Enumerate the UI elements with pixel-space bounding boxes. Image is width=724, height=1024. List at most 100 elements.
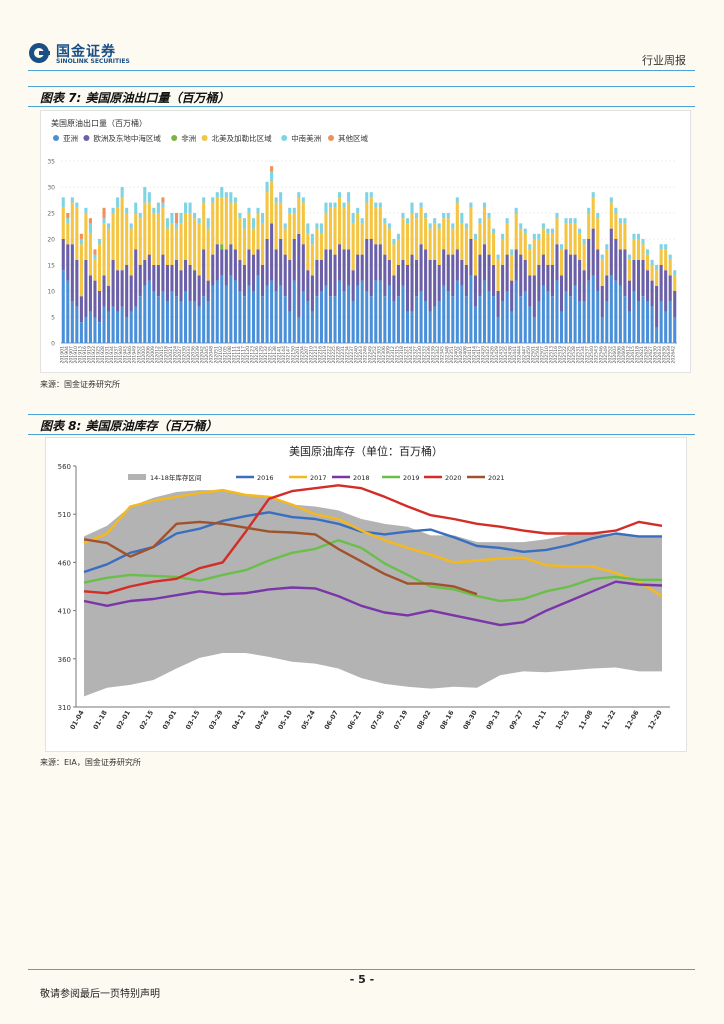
bar-segment [224,249,228,286]
x-tick-label: 202147 [286,346,292,364]
bar-segment [193,270,197,302]
x-tick-label: 202633 [657,346,663,364]
bar-segment [338,244,342,281]
bar-segment [292,213,296,239]
bar-segment [378,202,382,208]
legend-label-4: 中南美洲 [291,133,321,143]
bar-segment [505,291,509,343]
bar-segment [165,265,169,302]
bar-segment [93,254,97,260]
bar-segment [537,265,541,302]
x-tick-label: 202531 [576,346,582,364]
bar-segment [505,218,509,224]
bar-segment [492,233,496,265]
x-tick-label: 202609 [621,346,627,364]
bar-segment [206,301,210,343]
bar-segment [378,207,382,245]
x-tick-label: 202336 [426,346,432,364]
bar-segment [224,192,228,198]
bar-segment [401,218,405,260]
bar-segment [365,202,369,239]
bar-segment [107,311,111,343]
bar-segment [134,202,138,213]
series-line-2020 [83,484,663,595]
legend-label-2016: 2016 [257,474,274,482]
bar-segment [319,291,323,343]
bar-segment [261,213,265,224]
bar-segment [161,291,165,343]
bar-segment [433,259,437,307]
bar-segment [147,254,151,281]
x-tick-label: 202627 [648,346,654,364]
bar-segment [442,285,446,343]
bar-segment [242,296,246,343]
bar-segment [428,228,432,260]
bar-segment [70,202,74,245]
bar-segment [623,249,627,297]
bar-segment [387,259,391,286]
bar-segment [102,218,106,224]
bar-segment [84,207,88,213]
bar-segment [229,244,233,276]
bar-segment [646,254,650,271]
bar-segment [550,296,554,343]
bar-segment [501,265,505,302]
bar-segment [618,249,622,286]
y-tick-label: 460 [58,559,71,567]
bar-segment [510,280,514,312]
bar-segment [238,213,242,219]
bar-segment [265,239,269,286]
bar-segment [437,301,441,343]
bar-segment [242,265,246,297]
bar-segment [655,265,659,271]
bar-segment [116,311,120,343]
bar-segment [310,233,314,245]
x-tick-label: 202033 [186,346,192,364]
bar-segment [202,197,206,203]
chart1-title: 美国原油出口量（百万桶） [51,118,147,128]
legend-marker-5 [328,135,334,141]
bar-segment [310,275,314,312]
bar-segment [61,207,65,239]
bar-segment [274,202,278,250]
x-tick-label: 02-15 [138,709,156,731]
bar-segment [478,296,482,343]
x-tick-label: 202003 [141,346,147,364]
bar-segment [514,280,518,343]
y-tick-label: 30 [47,185,55,192]
x-tick-label: 10-25 [554,709,572,731]
x-tick-label: 05-10 [276,709,294,731]
bar-segment [256,213,260,250]
bar-segment [66,213,70,219]
bar-segment [297,192,301,198]
x-tick-label: 202510 [544,346,550,364]
bar-segment [360,280,364,343]
bar-segment [351,301,355,343]
bar-segment [646,301,650,343]
bar-segment [492,296,496,343]
bar-segment [143,259,147,286]
bar-segment [351,213,355,224]
bar-segment [451,254,455,297]
bar-segment [61,239,65,271]
x-tick-label: 202243 [358,346,364,364]
x-tick-label: 201916 [82,346,88,364]
x-tick-label: 202516 [553,346,559,364]
bar-segment [387,285,391,343]
bar-segment [224,197,228,250]
bar-segment [174,228,179,260]
bar-segment [451,296,455,343]
bar-segment [578,228,582,234]
bar-segment [546,291,550,343]
bar-segment [600,259,604,286]
bar-segment [587,213,591,239]
bar-segment [211,197,215,203]
bar-segment [655,327,659,343]
bar-segment [138,213,142,219]
x-tick-label: 202606 [616,346,622,364]
bar-segment [356,207,360,213]
x-tick-label: 06-07 [323,709,340,731]
x-tick-label: 11-22 [600,709,617,731]
bar-segment [569,296,573,343]
x-tick-label: 202225 [331,346,337,364]
